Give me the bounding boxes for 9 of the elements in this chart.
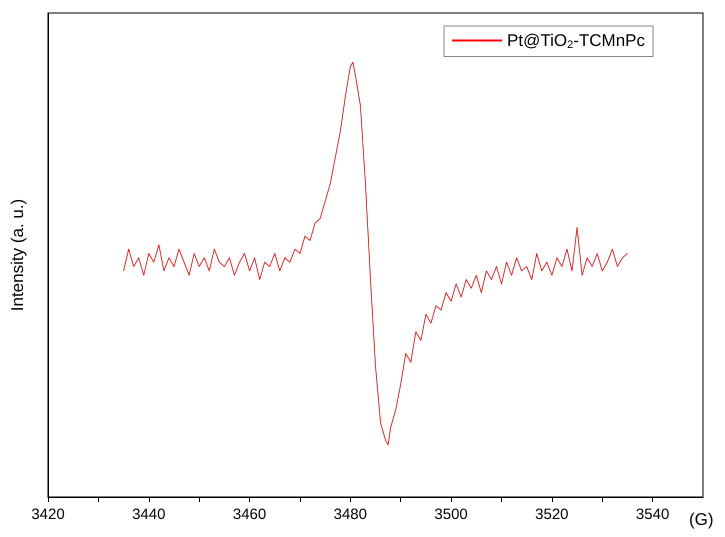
y-axis-title: Intensity (a. u.) (8, 198, 27, 312)
x-tick-label: 3440 (132, 506, 166, 523)
x-tick-label: 3460 (232, 506, 266, 523)
x-axis-title: (G) (689, 510, 714, 529)
x-tick-label: 3500 (434, 506, 468, 523)
x-tick-label: 3480 (334, 506, 367, 523)
x-tick-label: 3520 (535, 506, 569, 523)
x-tick-label: 3540 (636, 506, 670, 523)
x-tick-label: 3420 (31, 506, 65, 523)
